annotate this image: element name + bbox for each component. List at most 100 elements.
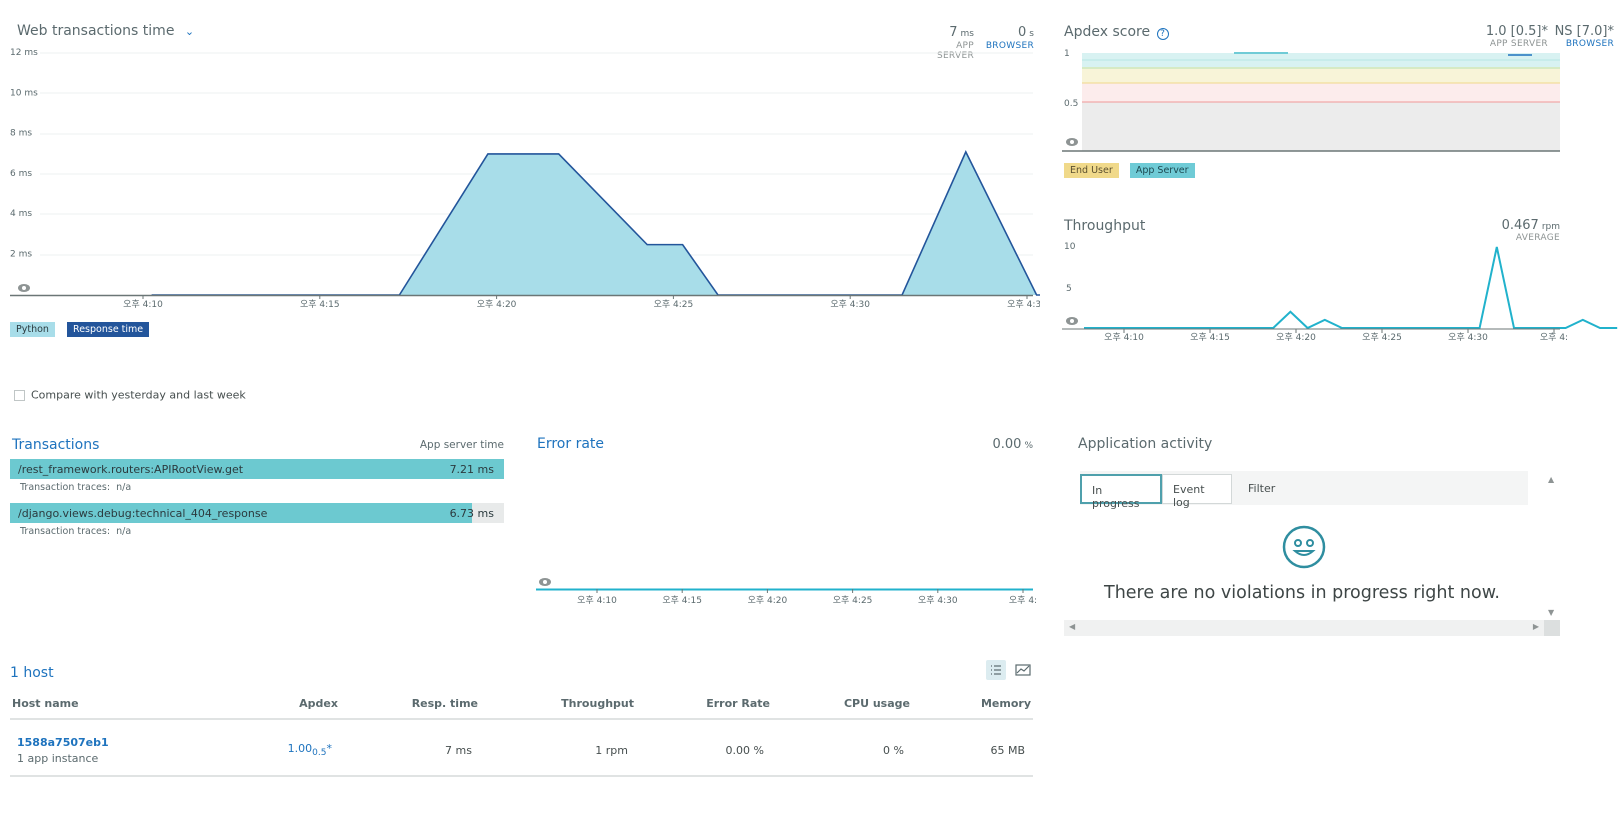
scroll-up-icon[interactable]: ▲ (1548, 475, 1555, 484)
python-area (151, 151, 1040, 295)
error-rate-summary: 0.00% (992, 437, 1033, 452)
transactions-panel: Transactions App server time /rest_frame… (0, 430, 520, 550)
smiley-icon (1282, 525, 1326, 569)
app-server-label: APP SERVER (936, 41, 974, 61)
tab-event-log[interactable]: Event log (1162, 474, 1232, 509)
host-memory: 65 MB (912, 719, 1033, 777)
transaction-name[interactable]: /rest_framework.routers:APIRootView.get (18, 463, 244, 476)
apdex-app-server-value: 1.0 [0.5]* (1485, 24, 1548, 39)
scroll-down-icon[interactable]: ▼ (1548, 608, 1555, 617)
transaction-name[interactable]: /django.views.debug:technical_404_respon… (18, 507, 268, 520)
transactions-title[interactable]: Transactions (12, 437, 100, 453)
throughput-line (1084, 246, 1618, 330)
y-tick-labels: 12 ms 10 ms 8 ms 6 ms 4 ms 2 ms (10, 48, 38, 260)
x-tick-label: 오후 4:30 (1448, 332, 1488, 343)
apdex-y-tick-0-5: 0.5 (1064, 99, 1078, 109)
transaction-value: 7.21 ms (449, 463, 494, 476)
transaction-bar (10, 503, 472, 523)
apdex-title: Apdex score (1064, 24, 1151, 40)
x-tick-label: 오후 4:10 (577, 595, 617, 606)
column-error-rate[interactable]: Error Rate (636, 693, 772, 720)
app-server-summary: 7 ms APP SERVER (918, 25, 974, 61)
host-apdex[interactable]: 1.000.5* (190, 719, 340, 777)
x-tick-labels: 오후 4:10 오후 4:15 오후 4:20 오후 4:25 오후 4:30 오후 4:… (123, 295, 1040, 310)
host-instances: 1 app instance (17, 752, 99, 765)
transaction-traces: Transaction traces: n/a (20, 482, 131, 493)
apdex-app-server-label: APP SERVER (1489, 39, 1548, 49)
scroll-left-icon[interactable]: ◀ (1069, 622, 1076, 631)
y-tick-label: 12 ms (10, 48, 38, 58)
error-rate-unit: % (1024, 441, 1033, 451)
scroll-right-icon[interactable]: ▶ (1532, 622, 1539, 631)
vertical-scrollbar[interactable]: ▲ ▼ (1544, 471, 1560, 621)
chevron-down-icon[interactable]: ⌄ (184, 25, 195, 38)
tab-filter[interactable]: Filter (1248, 482, 1276, 495)
legend-response-time[interactable]: Response time (67, 322, 150, 337)
column-memory[interactable]: Memory (912, 693, 1033, 720)
y-tick-label: 10 ms (10, 88, 38, 98)
host-name-link[interactable]: 1588a7507eb1 (17, 736, 109, 749)
tab-in-progress[interactable]: In progress (1080, 474, 1162, 510)
x-tick-label: 오후 4:20 (1276, 332, 1316, 343)
activity-title: Application activity (1078, 436, 1213, 452)
hosts-header-row: Host name Apdex Resp. time Throughput Er… (10, 693, 1033, 720)
legend-end-user[interactable]: End User (1064, 163, 1119, 178)
y-gridlines (40, 52, 1033, 256)
throughput-title: Throughput (1064, 218, 1146, 234)
eye-icon[interactable] (539, 578, 551, 586)
apdex-browser-label[interactable]: BROWSER (1565, 39, 1614, 49)
x-tick-label: 오후 4:30 (918, 595, 958, 606)
browser-label[interactable]: BROWSER (985, 41, 1034, 51)
hosts-table: Host name Apdex Resp. time Throughput Er… (10, 693, 1033, 777)
column-host-name[interactable]: Host name (10, 693, 190, 720)
legend-python[interactable]: Python (10, 322, 55, 337)
compare-checkbox[interactable] (14, 389, 25, 401)
column-resp-time[interactable]: Resp. time (340, 693, 480, 720)
error-rate-chart: 오후 4:10 오후 4:15 오후 4:20 오후 4:25 오후 4:30 오후 4: (536, 578, 1036, 606)
web-transactions-title[interactable]: Web transactions time (17, 23, 175, 39)
error-rate-title[interactable]: Error rate (537, 436, 605, 452)
eye-icon[interactable] (1066, 317, 1078, 325)
column-apdex[interactable]: Apdex (190, 693, 340, 720)
transaction-traces: Transaction traces: n/a (20, 526, 131, 537)
transaction-bar (10, 459, 504, 479)
x-tick-label: 오후 4:25 (654, 299, 694, 310)
throughput-unit: rpm (1541, 222, 1560, 232)
legend-app-server[interactable]: App Server (1129, 163, 1195, 178)
scrollbar-corner (1544, 620, 1560, 636)
x-tick-label: 오후 4:15 (1190, 332, 1230, 343)
host-apdex-sub: 0.5 (312, 748, 327, 759)
y-tick-label: 2 ms (10, 250, 32, 260)
table-row[interactable]: 1588a7507eb1 1 app instance 1.000.5* 7 m… (10, 719, 1033, 777)
x-tick-label: 오후 4:10 (123, 299, 163, 310)
list-view-icon[interactable] (986, 660, 1006, 680)
host-cpu-usage: 0 % (772, 719, 912, 777)
trace-value: n/a (116, 526, 132, 537)
x-tick-label: 오후 4:10 (1104, 332, 1144, 343)
x-tick-label: 오후 4:15 (662, 595, 702, 606)
browser-unit: s (1029, 29, 1034, 39)
transaction-row[interactable]: /rest_framework.routers:APIRootView.get … (10, 459, 504, 479)
web-transactions-panel: Web transactions time ⌄ 7 ms APP SERVER 0… (0, 0, 1040, 340)
host-throughput: 1 rpm (480, 719, 636, 777)
web-transactions-title-dropdown[interactable]: Web transactions time ⌄ (17, 23, 194, 39)
apdex-chart: 1 0.5 (1062, 49, 1560, 152)
transaction-row[interactable]: /django.views.debug:technical_404_respon… (10, 503, 504, 523)
apdex-browser[interactable]: NS [7.0]* BROWSER (1488, 24, 1614, 49)
horizontal-scrollbar[interactable]: ◀ ▶ (1064, 620, 1544, 636)
column-cpu-usage[interactable]: CPU usage (772, 693, 912, 720)
activity-empty-message: There are no violations in progress righ… (1104, 583, 1500, 603)
eye-icon[interactable] (18, 284, 30, 292)
hosts-title[interactable]: 1 host (10, 665, 54, 681)
column-throughput[interactable]: Throughput (480, 693, 636, 720)
eye-icon[interactable] (1066, 138, 1078, 146)
compare-toggle[interactable]: Compare with yesterday and last week (14, 388, 246, 402)
help-icon[interactable]: ? (1156, 28, 1169, 40)
error-rate-panel: Error rate 0.00% 오후 4:10 오후 4:15 오후 4:20 오후… (536, 430, 1036, 610)
throughput-sub: AVERAGE (1515, 233, 1560, 243)
chart-view-icon[interactable] (1013, 660, 1033, 680)
x-tick-label: 오후 4:25 (1362, 332, 1402, 343)
activity-tabs: In progress Event log Filter (1080, 471, 1528, 510)
